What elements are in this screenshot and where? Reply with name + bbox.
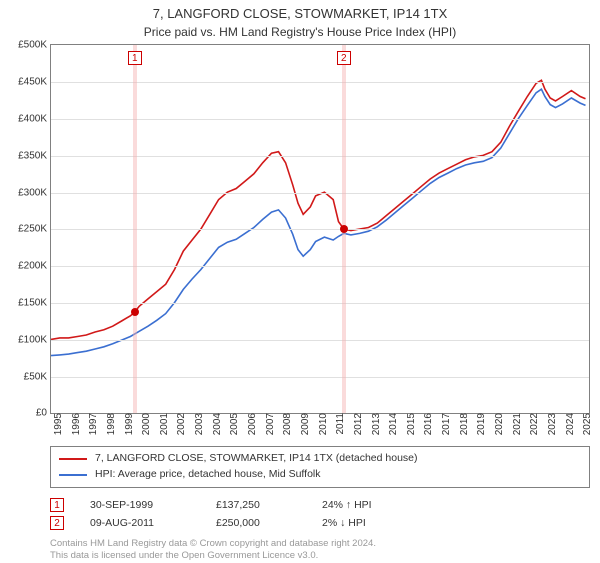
transaction-marker: 1 bbox=[50, 498, 64, 512]
transaction-diff: 24% ↑ HPI bbox=[322, 499, 412, 511]
x-axis-label: 2025 bbox=[576, 413, 593, 435]
copyright-text: Contains HM Land Registry data © Crown c… bbox=[50, 538, 590, 563]
legend-item: HPI: Average price, detached house, Mid … bbox=[59, 467, 581, 483]
plot-region: £0£50K£100K£150K£200K£250K£300K£350K£400… bbox=[50, 44, 590, 414]
x-axis-label: 2022 bbox=[523, 413, 540, 435]
y-axis-label: £50K bbox=[24, 371, 51, 382]
x-axis-label: 1998 bbox=[100, 413, 117, 435]
transactions-table: 1 30-SEP-1999 £137,250 24% ↑ HPI 2 09-AUG-201… bbox=[50, 496, 590, 532]
x-axis-label: 2004 bbox=[206, 413, 223, 435]
x-axis-label: 2007 bbox=[259, 413, 276, 435]
gridline bbox=[51, 340, 589, 341]
gridline bbox=[51, 229, 589, 230]
marker-label-box: 2 bbox=[337, 51, 351, 65]
x-axis-label: 1995 bbox=[47, 413, 64, 435]
x-axis-label: 2000 bbox=[135, 413, 152, 435]
gridline bbox=[51, 303, 589, 304]
marker-point bbox=[131, 308, 139, 316]
gridline bbox=[51, 156, 589, 157]
transaction-marker: 2 bbox=[50, 516, 64, 530]
y-axis-label: £450K bbox=[18, 77, 51, 88]
gridline bbox=[51, 82, 589, 83]
x-axis-label: 1996 bbox=[65, 413, 82, 435]
y-axis-label: £500K bbox=[18, 40, 51, 51]
marker-label-box: 1 bbox=[128, 51, 142, 65]
x-axis-label: 2011 bbox=[329, 413, 346, 435]
y-axis-label: £150K bbox=[18, 298, 51, 309]
transaction-diff: 2% ↓ HPI bbox=[322, 517, 412, 529]
y-axis-label: £200K bbox=[18, 261, 51, 272]
chart-title: 7, LANGFORD CLOSE, STOWMARKET, IP14 1TX bbox=[0, 0, 600, 23]
x-axis-label: 2024 bbox=[559, 413, 576, 435]
x-axis-label: 2010 bbox=[312, 413, 329, 435]
gridline bbox=[51, 377, 589, 378]
x-axis-label: 2019 bbox=[470, 413, 487, 435]
y-axis-label: £250K bbox=[18, 224, 51, 235]
copyright-line-2: This data is licensed under the Open Gov… bbox=[50, 550, 590, 562]
x-axis-label: 1997 bbox=[82, 413, 99, 435]
x-axis-label: 2002 bbox=[170, 413, 187, 435]
legend-label: HPI: Average price, detached house, Mid … bbox=[95, 467, 321, 483]
x-axis-label: 2008 bbox=[276, 413, 293, 435]
transaction-date: 09-AUG-2011 bbox=[90, 517, 190, 529]
y-axis-label: £300K bbox=[18, 187, 51, 198]
transaction-price: £250,000 bbox=[216, 517, 296, 529]
x-axis-label: 2018 bbox=[453, 413, 470, 435]
chart-area: £0£50K£100K£150K£200K£250K£300K£350K£400… bbox=[50, 44, 590, 414]
x-axis-label: 2001 bbox=[153, 413, 170, 435]
x-axis-label: 1999 bbox=[118, 413, 135, 435]
legend-swatch bbox=[59, 474, 87, 476]
transaction-row: 1 30-SEP-1999 £137,250 24% ↑ HPI bbox=[50, 496, 590, 514]
gridline bbox=[51, 266, 589, 267]
x-axis-label: 2005 bbox=[223, 413, 240, 435]
x-axis-label: 2009 bbox=[294, 413, 311, 435]
legend-box: 7, LANGFORD CLOSE, STOWMARKET, IP14 1TX … bbox=[50, 446, 590, 488]
x-axis-label: 2003 bbox=[188, 413, 205, 435]
x-axis-label: 2016 bbox=[417, 413, 434, 435]
transaction-date: 30-SEP-1999 bbox=[90, 499, 190, 511]
gridline bbox=[51, 119, 589, 120]
marker-point bbox=[340, 225, 348, 233]
x-axis-label: 2021 bbox=[506, 413, 523, 435]
x-axis-label: 2015 bbox=[400, 413, 417, 435]
x-axis-label: 2020 bbox=[488, 413, 505, 435]
x-axis-label: 2017 bbox=[435, 413, 452, 435]
legend-swatch bbox=[59, 458, 87, 460]
x-axis-label: 2023 bbox=[541, 413, 558, 435]
y-axis-label: £100K bbox=[18, 334, 51, 345]
x-axis-label: 2014 bbox=[382, 413, 399, 435]
x-axis-label: 2013 bbox=[365, 413, 382, 435]
gridline bbox=[51, 193, 589, 194]
y-axis-label: £400K bbox=[18, 114, 51, 125]
transaction-row: 2 09-AUG-2011 £250,000 2% ↓ HPI bbox=[50, 514, 590, 532]
chart-subtitle: Price paid vs. HM Land Registry's House … bbox=[0, 23, 600, 45]
x-axis-label: 2006 bbox=[241, 413, 258, 435]
y-axis-label: £350K bbox=[18, 150, 51, 161]
copyright-line-1: Contains HM Land Registry data © Crown c… bbox=[50, 538, 590, 550]
x-axis-label: 2012 bbox=[347, 413, 364, 435]
transaction-price: £137,250 bbox=[216, 499, 296, 511]
legend-item: 7, LANGFORD CLOSE, STOWMARKET, IP14 1TX … bbox=[59, 451, 581, 467]
marker-line bbox=[133, 45, 137, 413]
legend-label: 7, LANGFORD CLOSE, STOWMARKET, IP14 1TX … bbox=[95, 451, 418, 467]
